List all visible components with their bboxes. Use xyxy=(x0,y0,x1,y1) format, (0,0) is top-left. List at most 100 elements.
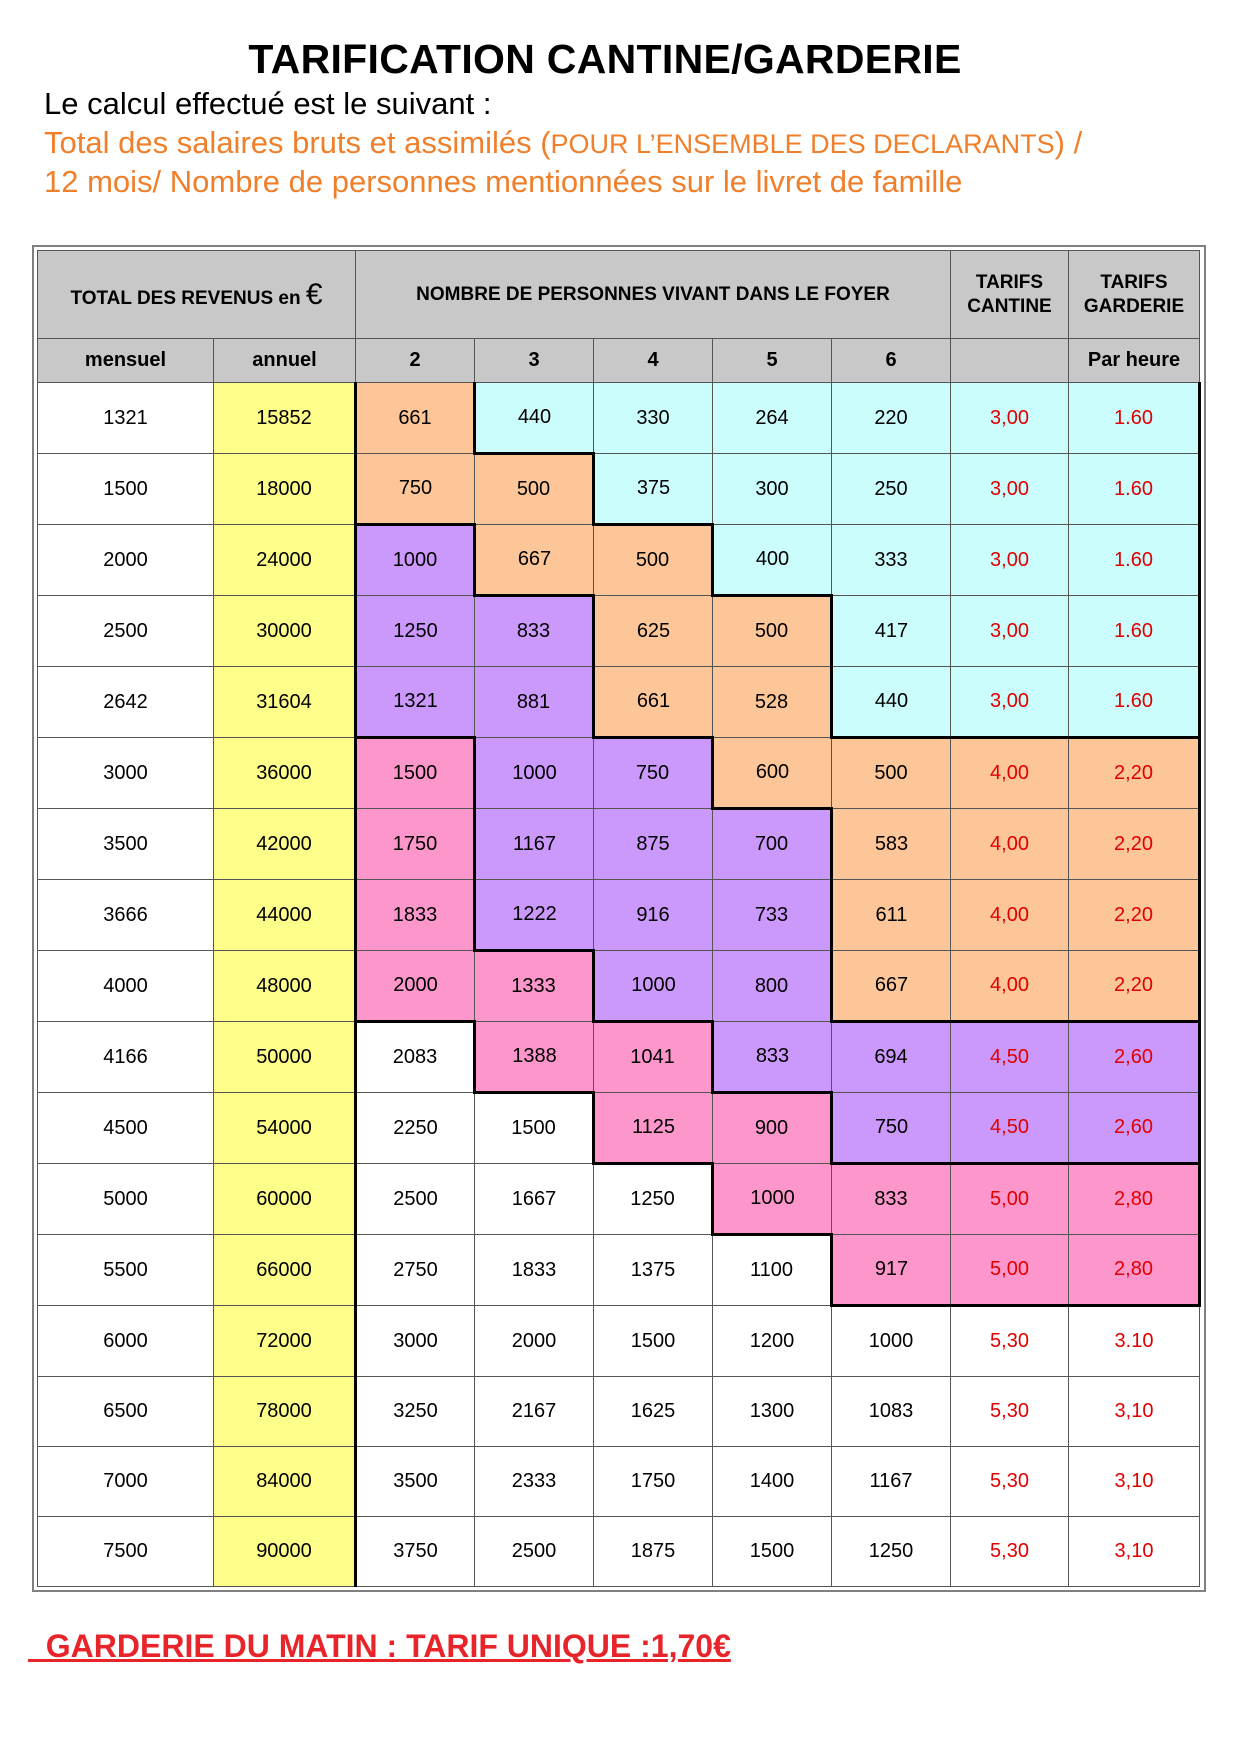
cell-annuel: 48000 xyxy=(213,950,357,1022)
cell-persons-6: 917 xyxy=(830,1234,951,1307)
cell-tarif-garderie: 2,80 xyxy=(1068,1234,1201,1307)
intro-text: Le calcul effectué est le suivant : xyxy=(44,86,492,121)
cell-annuel: 30000 xyxy=(213,595,357,667)
cell-annuel: 50000 xyxy=(213,1021,357,1093)
tarif-table-frame: TOTAL DES REVENUS en € NOMBRE DE PERSONN… xyxy=(32,245,1206,1592)
cell-persons-2: 3000 xyxy=(355,1305,475,1377)
cell-persons-3: 2333 xyxy=(474,1446,594,1517)
cell-tarif-cantine: 5,00 xyxy=(950,1162,1069,1235)
cell-tarif-cantine: 4,50 xyxy=(950,1020,1069,1093)
header-total-revenus: TOTAL DES REVENUS en € xyxy=(37,250,356,339)
subheader-cantine xyxy=(950,338,1069,383)
cell-tarif-cantine: 5,00 xyxy=(950,1234,1069,1307)
cell-tarif-cantine: 3,00 xyxy=(950,382,1069,454)
cell-mensuel: 4166 xyxy=(37,1021,214,1093)
table-row: 3000 36000 1500 1000 750 600 500 4,00 2,20 xyxy=(37,736,1201,810)
formula-declarants: POUR L’ENSEMBLE DES DECLARANTS xyxy=(550,129,1055,159)
cell-persons-2: 3250 xyxy=(355,1376,475,1447)
table-row: 7000 84000 3500 2333 1750 1400 1167 5,30 3,10 xyxy=(37,1446,1200,1517)
table-row: 7500 90000 3750 2500 1875 1500 1250 5,30 3,10 xyxy=(37,1516,1200,1587)
cell-persons-2: 1321 xyxy=(355,666,475,739)
cell-persons-2: 2500 xyxy=(355,1163,475,1235)
cell-tarif-cantine: 5,30 xyxy=(950,1446,1069,1517)
cell-persons-6: 440 xyxy=(830,666,951,739)
table-row: 5000 60000 2500 1667 1250 1000 833 5,00 2,80 xyxy=(37,1162,1201,1236)
cell-persons-5: 1000 xyxy=(711,1163,832,1236)
formula-line2: 12 mois/ Nombre de personnes mentionnées… xyxy=(44,164,963,199)
cell-tarif-cantine: 5,30 xyxy=(950,1304,1069,1377)
table-row: 2500 30000 1250 833 625 500 417 3,00 1.60 xyxy=(37,594,1201,667)
subheader-par-heure: Par heure xyxy=(1068,338,1200,383)
cell-mensuel: 4000 xyxy=(37,950,214,1022)
cell-tarif-garderie: 1.60 xyxy=(1068,453,1201,525)
cell-annuel: 60000 xyxy=(213,1163,357,1235)
euro-symbol: € xyxy=(305,277,323,311)
table-row: 4000 48000 2000 1333 1000 800 667 4,00 2,20 xyxy=(37,949,1201,1023)
cell-tarif-garderie: 1.60 xyxy=(1068,666,1201,739)
cell-persons-4: 916 xyxy=(593,879,713,951)
cell-tarif-garderie: 3,10 xyxy=(1068,1516,1200,1587)
cell-persons-5: 600 xyxy=(711,737,832,810)
cell-persons-3: 1222 xyxy=(473,879,594,952)
cell-annuel: 90000 xyxy=(213,1516,357,1587)
subheader-persons-2: 2 xyxy=(355,338,475,383)
cell-mensuel: 1321 xyxy=(37,382,214,454)
cell-persons-6: 333 xyxy=(831,524,951,596)
cell-persons-5: 700 xyxy=(712,807,833,880)
cell-persons-3: 881 xyxy=(474,666,595,738)
cell-persons-5: 264 xyxy=(712,382,832,454)
cell-persons-4: 625 xyxy=(592,595,713,667)
cell-persons-3: 1167 xyxy=(473,808,594,880)
cell-persons-5: 1500 xyxy=(712,1516,832,1587)
cell-mensuel: 3666 xyxy=(37,879,214,951)
cell-tarif-garderie: 2,20 xyxy=(1068,879,1201,951)
cell-persons-4: 1500 xyxy=(593,1305,713,1377)
table-row: 4500 54000 2250 1500 1125 900 750 4,50 2,60 xyxy=(37,1091,1201,1165)
cell-tarif-cantine: 3,00 xyxy=(950,595,1069,667)
subheader-mensuel: mensuel xyxy=(37,338,214,383)
cell-tarif-garderie: 1.60 xyxy=(1068,524,1201,596)
cell-tarif-cantine: 4,00 xyxy=(950,950,1069,1023)
table-row: 6000 72000 3000 2000 1500 1200 1000 5,30 3.10 xyxy=(37,1304,1200,1377)
cell-tarif-garderie: 2,60 xyxy=(1068,1020,1201,1093)
cell-mensuel: 5000 xyxy=(37,1163,214,1235)
cell-persons-2: 661 xyxy=(355,382,476,454)
cell-persons-3: 1500 xyxy=(474,1091,595,1164)
cell-tarif-cantine: 5,30 xyxy=(950,1376,1069,1447)
cell-persons-2: 1000 xyxy=(355,523,476,596)
cell-persons-5: 1100 xyxy=(712,1233,833,1306)
cell-persons-3: 1333 xyxy=(474,949,595,1022)
tarif-table: TOTAL DES REVENUS en € NOMBRE DE PERSONN… xyxy=(37,250,1201,1587)
cell-persons-6: 1250 xyxy=(831,1516,951,1587)
table-row: 3500 42000 1750 1167 875 700 583 4,00 2,20 xyxy=(37,807,1201,880)
cell-persons-4: 500 xyxy=(593,523,714,596)
cell-tarif-garderie: 3,10 xyxy=(1068,1376,1200,1447)
cell-annuel: 84000 xyxy=(213,1446,357,1517)
cell-persons-6: 611 xyxy=(830,879,951,951)
cell-annuel: 15852 xyxy=(213,382,357,454)
cell-annuel: 42000 xyxy=(213,808,357,880)
cell-persons-5: 300 xyxy=(712,453,832,525)
cell-tarif-garderie: 3,10 xyxy=(1068,1446,1200,1517)
cell-persons-2: 2250 xyxy=(355,1092,475,1164)
cell-tarif-cantine: 3,00 xyxy=(950,453,1069,525)
page-title: TARIFICATION CANTINE/GARDERIE xyxy=(248,36,962,82)
table-row: 5500 66000 2750 1833 1375 1100 917 5,00 2,80 xyxy=(37,1233,1201,1307)
cell-persons-2: 750 xyxy=(355,453,475,526)
cell-persons-6: 694 xyxy=(831,1020,951,1093)
table-row: 3666 44000 1833 1222 916 733 611 4,00 2,20 xyxy=(37,879,1201,952)
cell-annuel: 44000 xyxy=(213,879,357,951)
cell-persons-3: 1000 xyxy=(473,737,594,809)
cell-persons-6: 833 xyxy=(831,1162,951,1235)
cell-annuel: 72000 xyxy=(213,1305,357,1377)
cell-mensuel: 4500 xyxy=(37,1092,214,1164)
header-cantine-l1: TARIFS xyxy=(975,271,1044,293)
formula-part2: ) / xyxy=(1054,125,1083,160)
cell-mensuel: 5500 xyxy=(37,1234,214,1306)
cell-persons-4: 1875 xyxy=(593,1516,713,1587)
cell-tarif-garderie: 3.10 xyxy=(1068,1304,1200,1377)
cell-persons-6: 583 xyxy=(830,808,951,880)
cell-persons-3: 1667 xyxy=(474,1163,594,1235)
cell-persons-4: 1625 xyxy=(593,1376,713,1447)
table-row: 2000 24000 1000 667 500 400 333 3,00 1.60 xyxy=(37,523,1201,597)
